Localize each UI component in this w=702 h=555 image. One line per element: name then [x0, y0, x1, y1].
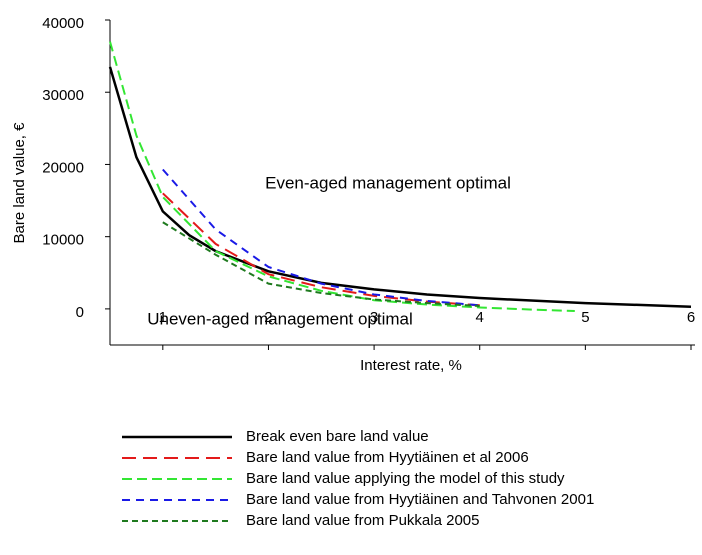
y-tick-label: 10000	[42, 232, 84, 249]
legend-label: Bare land value from Hyytiäinen et al 20…	[246, 449, 529, 466]
annotation: Even-aged management optimal	[265, 173, 511, 192]
x-tick-label: 4	[476, 309, 484, 326]
x-tick-label: 5	[581, 309, 589, 326]
legend-label: Break even bare land value	[246, 428, 429, 445]
y-tick-label: 0	[76, 304, 84, 321]
y-tick-label: 20000	[42, 159, 84, 176]
x-axis-label: Interest rate, %	[360, 357, 462, 374]
x-tick-label: 3	[370, 309, 378, 326]
legend-label: Bare land value from Hyytiäinen and Tahv…	[246, 491, 594, 508]
series-line	[108, 66, 692, 308]
y-axis-label: Bare land value, €	[11, 122, 28, 244]
series-line	[109, 41, 575, 313]
y-tick-label: 30000	[42, 87, 84, 104]
x-tick-label: 6	[687, 309, 695, 326]
x-tick-label: 1	[159, 309, 167, 326]
legend-label: Bare land value from Pukkala 2005	[246, 512, 479, 529]
y-tick-label: 40000	[42, 15, 84, 32]
legend-label: Bare land value applying the model of th…	[246, 470, 565, 487]
series-line	[162, 192, 480, 307]
annotation: Uneven-aged management optimal	[147, 309, 413, 328]
series-line	[162, 168, 480, 307]
series-line	[162, 221, 480, 307]
x-tick-label: 2	[264, 309, 272, 326]
